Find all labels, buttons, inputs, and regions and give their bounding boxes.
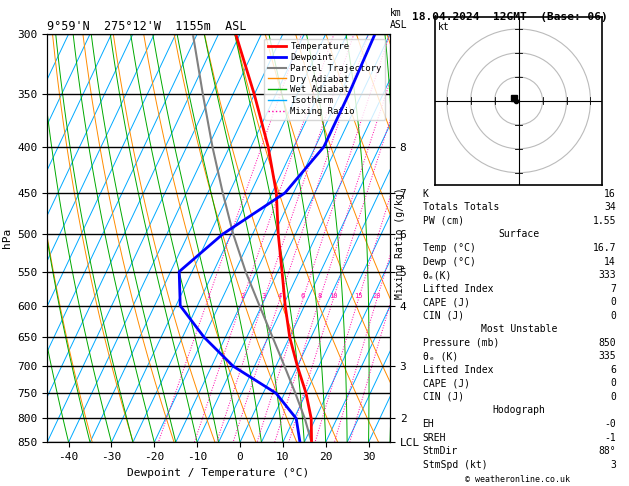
Text: 0: 0: [610, 297, 616, 307]
Legend: Temperature, Dewpoint, Parcel Trajectory, Dry Adiabat, Wet Adiabat, Isotherm, Mi: Temperature, Dewpoint, Parcel Trajectory…: [264, 38, 386, 120]
Text: 0: 0: [610, 311, 616, 321]
Text: Mixing Ratio (g/kg): Mixing Ratio (g/kg): [395, 187, 405, 299]
Text: Hodograph: Hodograph: [493, 405, 546, 416]
Text: 14: 14: [604, 257, 616, 267]
Text: θₑ(K): θₑ(K): [423, 270, 452, 280]
Text: 3: 3: [262, 293, 266, 299]
Text: 34: 34: [604, 202, 616, 212]
Text: 0: 0: [610, 392, 616, 402]
Text: CIN (J): CIN (J): [423, 311, 464, 321]
Text: PW (cm): PW (cm): [423, 216, 464, 226]
Text: StmSpd (kt): StmSpd (kt): [423, 460, 487, 469]
Y-axis label: hPa: hPa: [2, 228, 12, 248]
Text: K: K: [423, 189, 428, 199]
Text: Surface: Surface: [499, 229, 540, 240]
Text: EH: EH: [423, 419, 434, 429]
Text: Pressure (mb): Pressure (mb): [423, 338, 499, 348]
Text: 850: 850: [598, 338, 616, 348]
Text: 7: 7: [610, 284, 616, 294]
Text: 2: 2: [240, 293, 245, 299]
Text: 88°: 88°: [598, 446, 616, 456]
Text: 18.04.2024  12GMT  (Base: 06): 18.04.2024 12GMT (Base: 06): [412, 12, 608, 22]
Text: CAPE (J): CAPE (J): [423, 297, 470, 307]
Text: 3: 3: [610, 460, 616, 469]
Text: 335: 335: [598, 351, 616, 362]
Text: 9°59'N  275°12'W  1155m  ASL: 9°59'N 275°12'W 1155m ASL: [47, 20, 247, 33]
Text: kt: kt: [438, 22, 450, 32]
Text: Totals Totals: Totals Totals: [423, 202, 499, 212]
Text: StmDir: StmDir: [423, 446, 458, 456]
Text: Dewp (°C): Dewp (°C): [423, 257, 476, 267]
Text: km
ASL: km ASL: [390, 8, 408, 30]
Text: θₑ (K): θₑ (K): [423, 351, 458, 362]
Text: Most Unstable: Most Unstable: [481, 324, 557, 334]
Text: 10: 10: [329, 293, 338, 299]
Text: -1: -1: [604, 433, 616, 443]
Text: 333: 333: [598, 270, 616, 280]
Text: 1: 1: [206, 293, 210, 299]
Text: 8: 8: [318, 293, 322, 299]
X-axis label: Dewpoint / Temperature (°C): Dewpoint / Temperature (°C): [128, 468, 309, 478]
Text: CAPE (J): CAPE (J): [423, 379, 470, 388]
Text: SREH: SREH: [423, 433, 446, 443]
Text: 4: 4: [278, 293, 282, 299]
Text: Lifted Index: Lifted Index: [423, 284, 493, 294]
Text: CIN (J): CIN (J): [423, 392, 464, 402]
Text: 1.55: 1.55: [593, 216, 616, 226]
Text: Temp (°C): Temp (°C): [423, 243, 476, 253]
Text: 20: 20: [373, 293, 381, 299]
Text: 15: 15: [354, 293, 363, 299]
Text: 16: 16: [604, 189, 616, 199]
Text: -0: -0: [604, 419, 616, 429]
Text: 0: 0: [610, 379, 616, 388]
Text: 16.7: 16.7: [593, 243, 616, 253]
Text: Lifted Index: Lifted Index: [423, 365, 493, 375]
Text: 6: 6: [610, 365, 616, 375]
Text: © weatheronline.co.uk: © weatheronline.co.uk: [465, 474, 569, 484]
Text: 6: 6: [301, 293, 305, 299]
